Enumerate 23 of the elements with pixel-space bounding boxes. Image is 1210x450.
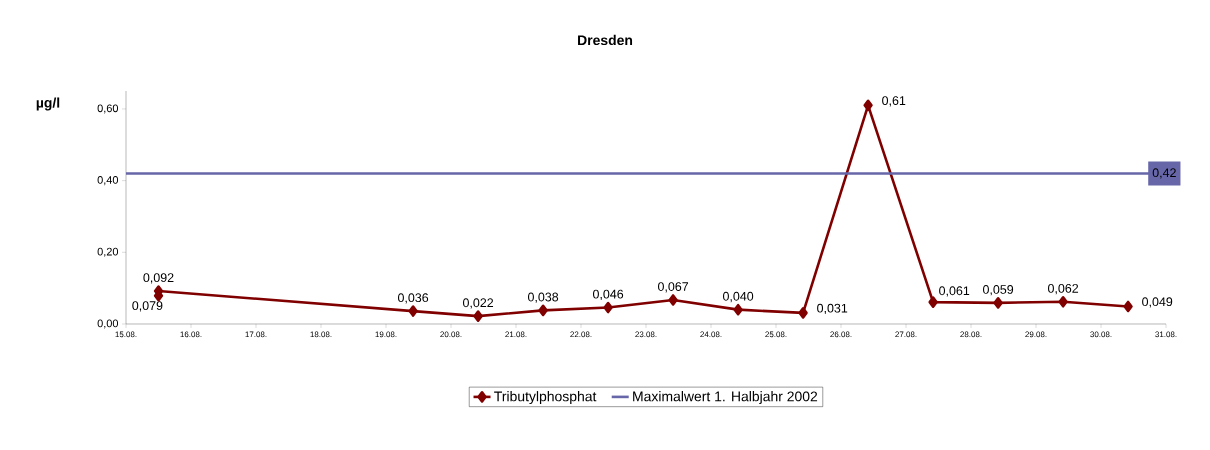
y-tick-label: 0,00 <box>97 319 119 329</box>
data-label: 0,040 <box>723 291 754 303</box>
y-tick-label: 0,20 <box>97 247 119 257</box>
data-label: 0,036 <box>397 293 429 304</box>
data-label: 0,092 <box>143 273 174 284</box>
data-label: 0,062 <box>1048 283 1079 295</box>
data-label: 0,046 <box>592 289 624 300</box>
data-label: 0,049 <box>1142 297 1173 308</box>
y-tick-label: 0,60 <box>97 104 119 114</box>
data-label: 0,42 <box>1152 168 1176 179</box>
chart-title: Dresden <box>578 34 633 46</box>
data-label: 0,067 <box>658 282 689 293</box>
data-label: 0,059 <box>983 285 1014 296</box>
y-tick-label: 0,40 <box>97 176 119 186</box>
data-label: 0,038 <box>527 292 559 303</box>
data-label: 0,079 <box>132 301 163 312</box>
data-label: 0,61 <box>882 96 906 107</box>
y-axis-title: µg/l <box>36 97 60 111</box>
legend-label: Tributylphosphat <box>494 391 597 405</box>
data-label: 0,061 <box>939 286 970 297</box>
data-label: 0,031 <box>817 303 848 315</box>
legend-label: Maximalwert 1. Halbjahr 2002 <box>633 391 818 405</box>
data-label: 0,022 <box>462 298 494 309</box>
